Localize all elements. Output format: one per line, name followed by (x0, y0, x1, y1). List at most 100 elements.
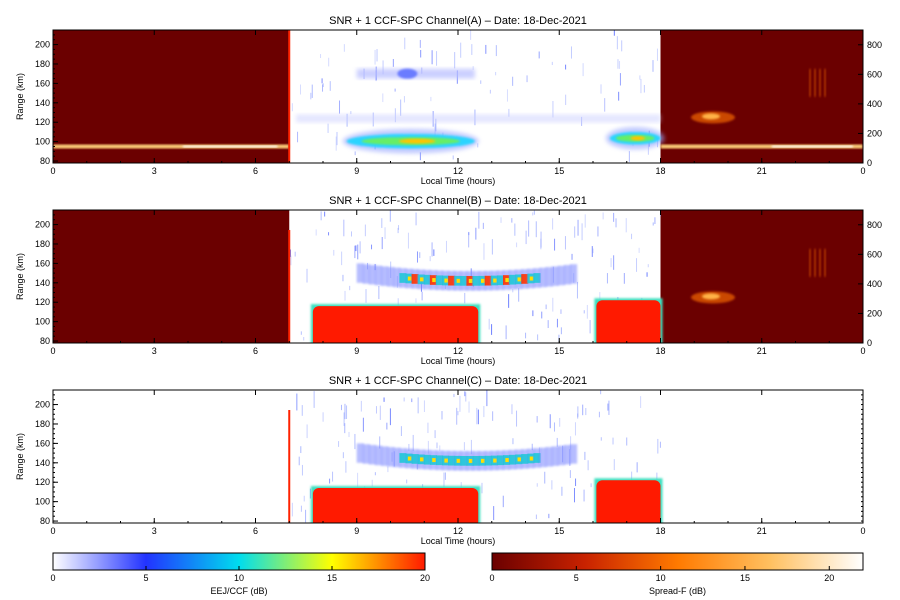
x-tick-label: 0 (860, 526, 865, 536)
echo-speckle (617, 59, 619, 69)
y2-tick-label: 600 (867, 69, 882, 79)
y-tick-label: 100 (35, 317, 50, 327)
echo-speckle (615, 218, 617, 228)
colorbar-eej: 0 5 10 15 20 EEJ/CCF (dB) (50, 552, 430, 596)
band-core (435, 455, 444, 466)
spread-f-streak (814, 248, 816, 277)
band-hot (432, 458, 436, 463)
eej-peak (398, 138, 436, 144)
echo-speckle (394, 88, 396, 92)
echo-speckle (631, 233, 633, 240)
spread-f-region (660, 30, 863, 163)
x-tick-label: 9 (354, 526, 359, 536)
echo-speckle (570, 436, 572, 450)
echo-speckle (362, 417, 364, 432)
band-segment (551, 266, 559, 286)
echo-speckle (429, 256, 431, 262)
band-core (533, 453, 541, 463)
echo-speckle (626, 437, 628, 446)
y-tick-label: 200 (35, 220, 50, 230)
band-hot (444, 278, 448, 283)
y-axis-label: Range (km) (15, 73, 25, 120)
echo-speckle (639, 75, 641, 80)
band-segment (381, 266, 389, 286)
echo-speckle (427, 440, 429, 454)
echo-speckle (339, 100, 341, 114)
y2-tick-label: 800 (867, 40, 882, 50)
echo-speckle (434, 430, 436, 439)
echo-speckle (465, 392, 467, 402)
echo-speckle (508, 108, 510, 117)
echo-speckle (453, 393, 455, 398)
echo-speckle (463, 442, 465, 451)
echo-speckle (582, 404, 584, 416)
echo-speckle (344, 423, 346, 434)
band-hot (420, 277, 424, 282)
echo-speckle (640, 78, 642, 94)
echo-speckle (636, 258, 638, 272)
echo-speckle (483, 243, 485, 260)
band-segment (539, 267, 547, 288)
echo-speckle (483, 405, 485, 418)
echo-speckle (342, 274, 344, 282)
x-tick-label: 3 (152, 346, 157, 356)
echo-speckle (305, 509, 307, 523)
echo-speckle (300, 446, 302, 454)
echo-speckle (619, 61, 621, 69)
band-hot (517, 277, 522, 282)
x-tick-label: 12 (453, 166, 463, 176)
echo-speckle (613, 255, 615, 270)
band-segment (545, 267, 553, 287)
x-tick-label: 18 (655, 166, 665, 176)
echo-speckle (460, 42, 462, 58)
echo-speckle (565, 64, 567, 70)
echo-speckle (537, 334, 539, 341)
echo-speckle (646, 272, 648, 277)
echo-speckle (419, 39, 421, 48)
band-hot (432, 278, 436, 283)
echo-speckle (540, 231, 542, 248)
colorbar-tick-label: 10 (656, 573, 666, 583)
echo-speckle (364, 224, 366, 237)
echo-speckle (656, 48, 658, 61)
echo-speckle (485, 44, 487, 54)
echo-speckle (552, 218, 554, 230)
band-segment (551, 446, 559, 466)
echo-speckle (495, 71, 497, 76)
echo-speckle (569, 470, 571, 478)
x-tick-label: 0 (50, 526, 55, 536)
echo-speckle (477, 143, 479, 148)
band-hot (444, 458, 448, 463)
echo-speckle (618, 91, 620, 101)
echo-speckle (577, 406, 579, 417)
echo-speckle (398, 225, 400, 230)
echo-speckle (359, 241, 361, 254)
y-tick-label: 120 (35, 117, 50, 127)
y-tick-label: 200 (35, 400, 50, 410)
echo-speckle (427, 422, 429, 434)
echo-speckle (553, 422, 555, 432)
echo-speckle (587, 460, 589, 471)
band-hot (505, 278, 509, 283)
echo-speckle (514, 223, 516, 236)
x-tick-label: 6 (253, 526, 258, 536)
x-tick-label: 0 (860, 166, 865, 176)
saturated-echo (312, 488, 479, 523)
echo-speckle (636, 462, 638, 473)
echo-speckle (531, 443, 533, 451)
band-core (411, 454, 419, 464)
x-tick-label: 15 (554, 166, 564, 176)
echo-speckle (592, 248, 594, 254)
x-tick-label: 6 (253, 166, 258, 176)
echo-speckle (289, 249, 291, 257)
echo-speckle (643, 84, 645, 93)
echo-speckle (464, 391, 466, 397)
x-tick-label: 9 (354, 166, 359, 176)
y-tick-label: 120 (35, 477, 50, 487)
echo-speckle (583, 310, 585, 314)
x-tick-label: 12 (453, 346, 463, 356)
echo-speckle (551, 61, 553, 66)
echo-speckle (294, 251, 296, 257)
echo-speckle (415, 212, 417, 226)
band-core (533, 273, 541, 283)
